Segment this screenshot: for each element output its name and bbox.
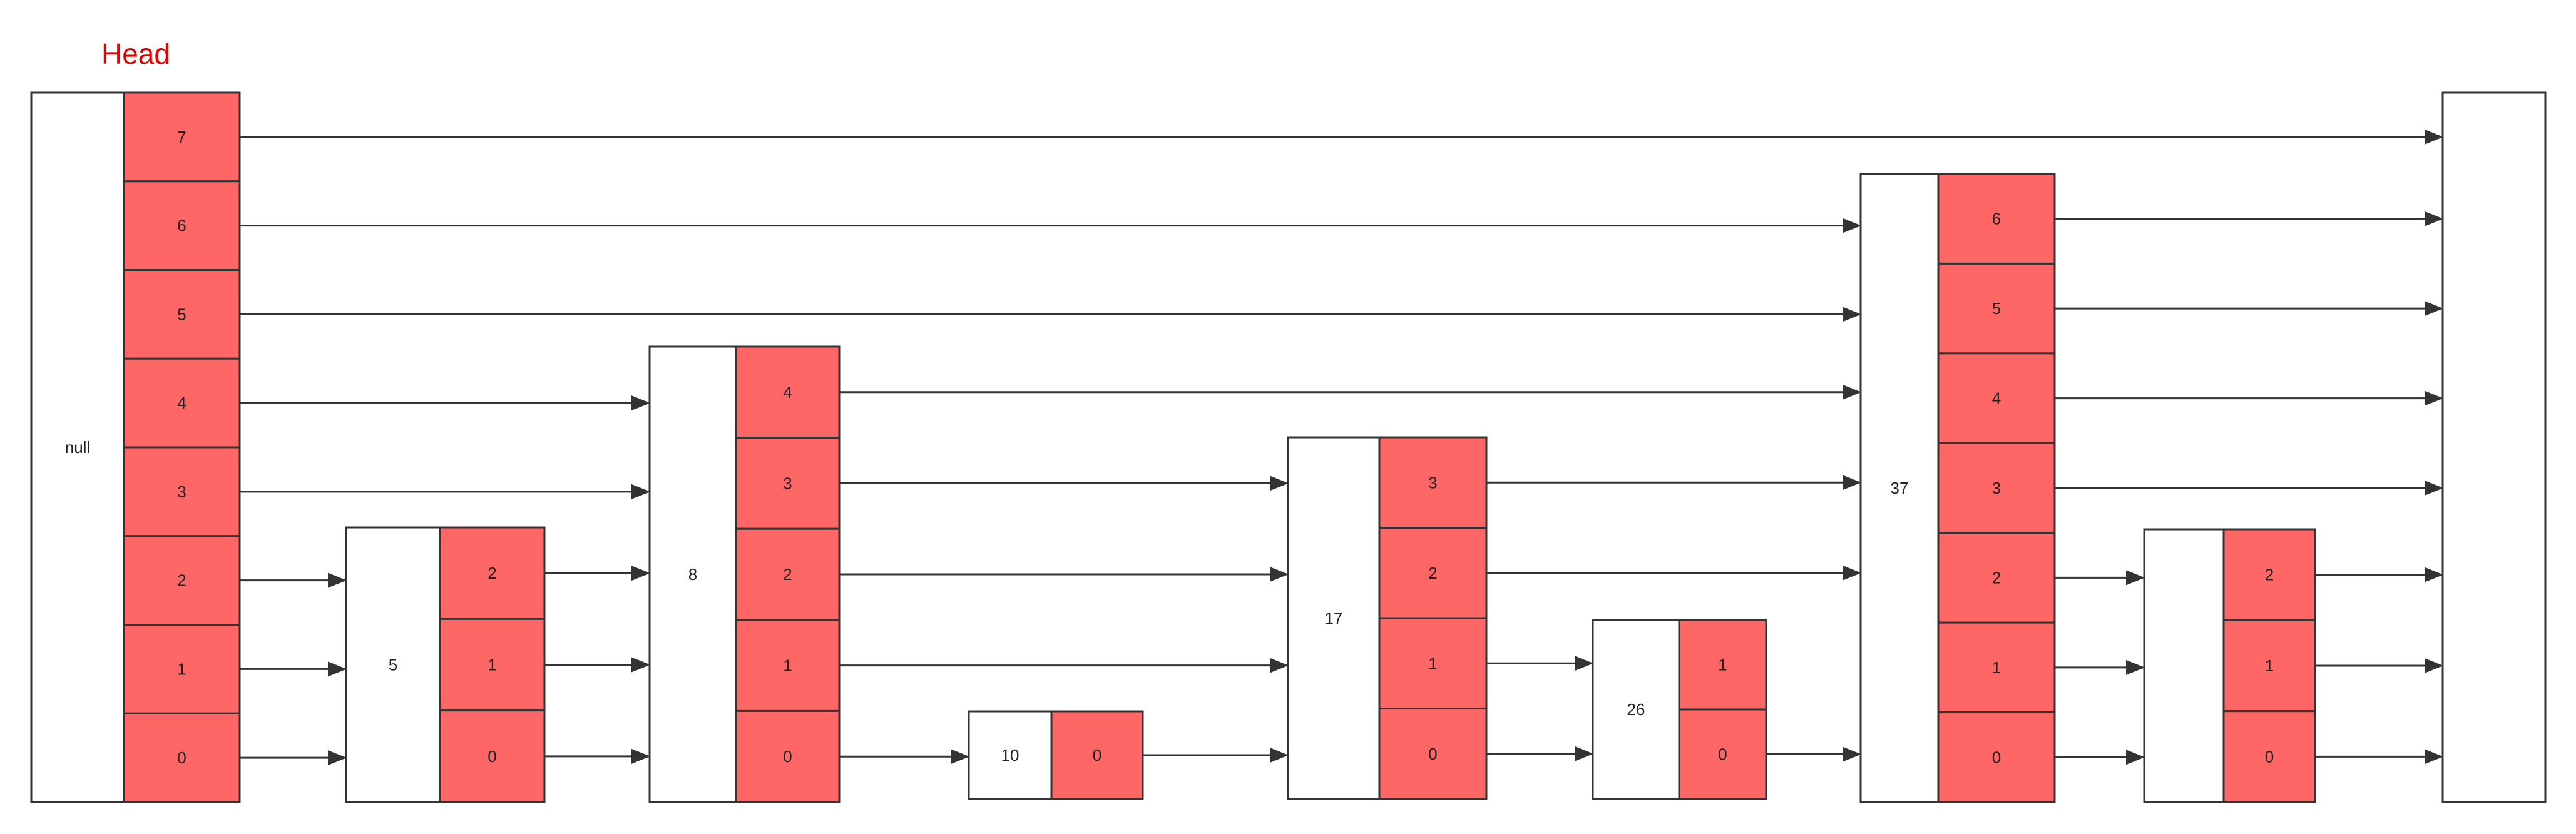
level-label: 1 (2265, 656, 2274, 675)
level-cell (1937, 352, 2056, 444)
level-cell (735, 709, 841, 803)
level-cell (2222, 710, 2316, 803)
level-cell (439, 618, 546, 712)
level-label: 2 (783, 565, 792, 584)
level-cell (123, 712, 241, 803)
node-key-label: 8 (688, 565, 697, 584)
level-label: 1 (177, 659, 186, 678)
level-cell (2222, 528, 2316, 621)
level-cell (1678, 619, 1767, 711)
node-head: null 7 6 5 4 3 2 1 0 (30, 91, 241, 803)
level-label: 3 (1992, 479, 2001, 497)
level-cell (1937, 532, 2056, 624)
level-label: 4 (1992, 389, 2001, 408)
level-cell (1937, 711, 2056, 803)
node-n37: 37 6 5 4 3 2 1 0 (1859, 173, 2056, 803)
level-cell (123, 624, 241, 714)
node-key-box (2143, 528, 2225, 803)
level-label: 0 (783, 747, 792, 766)
level-label: 2 (1992, 568, 2001, 587)
level-label: 2 (2265, 566, 2274, 584)
level-cell (735, 437, 841, 530)
node-key-box (1287, 436, 1381, 800)
node-key-box (2441, 91, 2547, 803)
level-cell (1378, 527, 1488, 619)
node-key-label: 10 (1001, 746, 1020, 765)
node-tail (2441, 91, 2547, 803)
level-label: 2 (1428, 564, 1437, 582)
level-label: 1 (1718, 656, 1727, 674)
level-label: 0 (1992, 748, 2001, 766)
level-label: 0 (1718, 745, 1727, 764)
level-label: 7 (177, 128, 186, 146)
level-label: 3 (783, 474, 792, 492)
level-label: 0 (2265, 747, 2274, 766)
node-key-box (1859, 173, 1940, 803)
level-label: 0 (488, 747, 496, 766)
links-layer (240, 129, 2443, 766)
level-cell (735, 619, 841, 712)
level-cell (1937, 262, 2056, 355)
level-label: 6 (177, 216, 186, 235)
level-label: 4 (177, 394, 186, 412)
level-label: 1 (488, 656, 496, 674)
level-label: 1 (1992, 658, 2001, 677)
node-key-label: 5 (389, 656, 397, 674)
level-label: 6 (1992, 210, 2001, 228)
level-cell (123, 446, 241, 537)
level-cell (439, 709, 546, 803)
level-cell (735, 345, 841, 439)
node-key-box (30, 91, 125, 803)
node-key-box (968, 710, 1053, 800)
level-cell (1050, 710, 1144, 800)
node-n17: 17 3 2 1 0 (1287, 436, 1488, 800)
level-cell (1937, 442, 2056, 534)
node-key-label: 26 (1627, 700, 1645, 719)
level-cell (123, 91, 241, 183)
level-cell (1937, 173, 2056, 265)
level-cell (2222, 619, 2316, 713)
level-cell (1378, 708, 1488, 800)
diagram-title: Head (101, 38, 170, 70)
level-label: 0 (1428, 745, 1437, 763)
level-label: 0 (177, 748, 186, 767)
level-cell (439, 526, 546, 620)
node-n8: 8 4 3 2 1 0 (648, 345, 841, 803)
level-cell (123, 357, 241, 449)
node-n5: 5 2 1 0 (345, 526, 546, 803)
level-label: 5 (177, 305, 186, 323)
level-label: 3 (177, 482, 186, 501)
level-cell (123, 535, 241, 626)
level-label: 1 (1428, 654, 1437, 673)
node-key-box (1592, 619, 1680, 800)
level-label: 0 (1093, 746, 1101, 765)
level-cell (1937, 621, 2056, 714)
level-label: 2 (177, 571, 186, 590)
level-label: 4 (783, 383, 792, 402)
level-label: 2 (488, 564, 496, 582)
node-key-label: 17 (1325, 609, 1343, 628)
level-cell (123, 269, 241, 360)
level-cell (1378, 617, 1488, 709)
node-n10: 10 0 (968, 710, 1144, 800)
level-cell (1678, 708, 1767, 800)
node-key-label: 37 (1891, 479, 1909, 497)
level-label: 1 (783, 656, 792, 675)
level-cell (735, 527, 841, 621)
level-label: 3 (1428, 473, 1437, 492)
node-key-label: null (65, 438, 90, 457)
node-n26: 26 1 0 (1592, 619, 1767, 800)
level-label: 5 (1992, 299, 2001, 318)
node-n_last: 2 1 0 (2143, 528, 2316, 803)
